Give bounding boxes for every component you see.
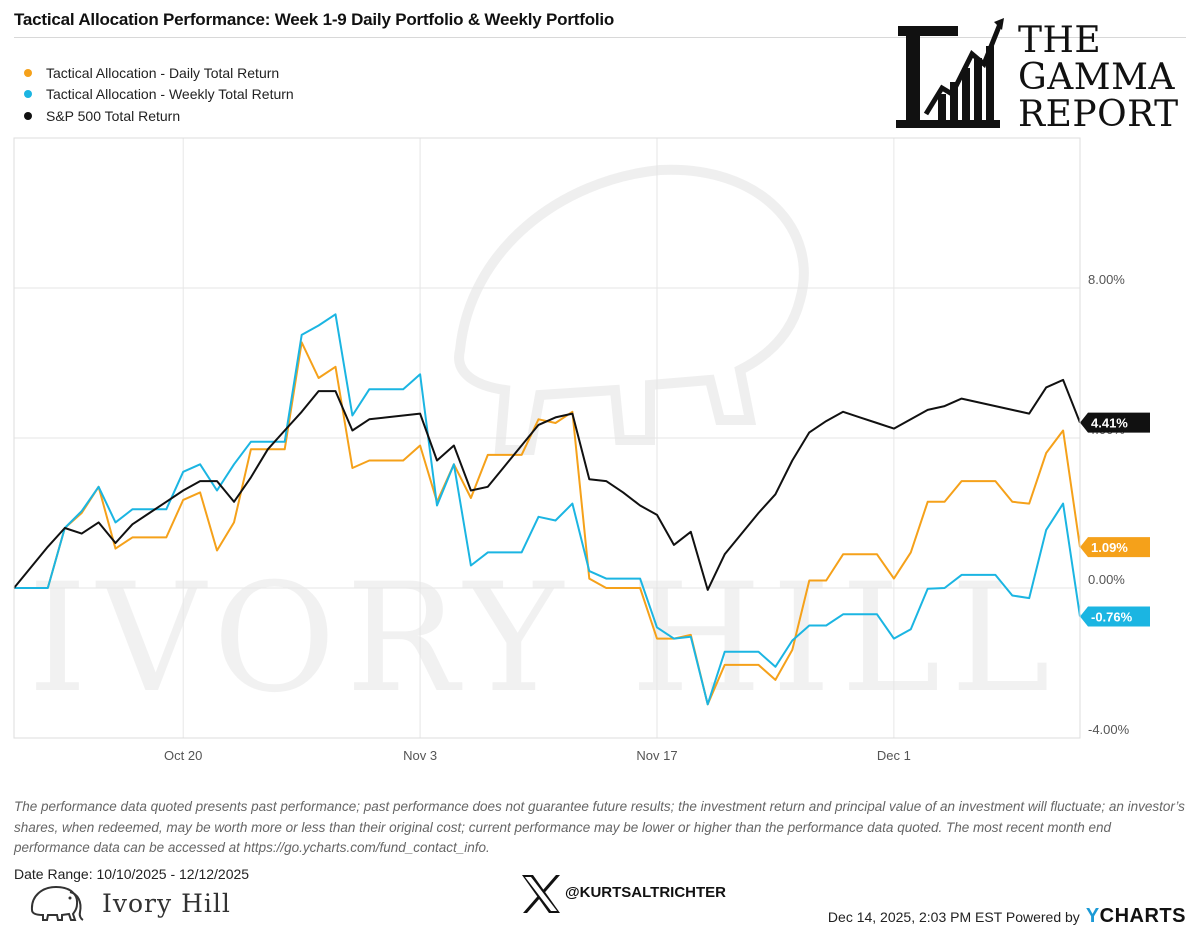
x-tick-label: Oct 20 [164, 748, 202, 763]
ycharts-logo-y: Y [1085, 905, 1100, 927]
end-label-text: 1.09% [1091, 540, 1128, 555]
chart-series [13, 313, 1081, 706]
x-axis-ticks: Oct 20 Nov 3 Nov 17 Dec 1 [164, 748, 911, 763]
y-tick-label: -4.00% [1088, 722, 1130, 737]
end-label-weekly: -0.76% [1080, 606, 1150, 627]
legend-item-daily[interactable]: Tactical Allocation - Daily Total Return [24, 62, 294, 84]
watermark-text: IVORY HILL [28, 552, 1060, 726]
end-label-daily: 1.09% [1080, 537, 1150, 558]
x-tick-label: Nov 17 [636, 748, 677, 763]
brand-line-1: THE [1018, 20, 1102, 61]
performance-chart: IVORY HILL Oct 20 Nov 3 Nov 17 Dec 1 8.00% 4… [13, 137, 1150, 763]
x-tick-label: Dec 1 [877, 748, 911, 763]
legend-dot-daily [24, 68, 32, 77]
date-range: Date Range: 10/10/2025 - 12/12/2025 [14, 866, 250, 882]
legend-label-daily: Tactical Allocation - Daily Total Return [46, 64, 280, 81]
legend-item-sp500[interactable]: S&P 500 Total Return [24, 105, 294, 127]
series-line-sp500[interactable] [13, 378, 1081, 591]
ycharts-logo[interactable]: YCHARTS [1086, 905, 1186, 928]
gamma-logo-mark [896, 18, 1004, 128]
y-tick-label: 8.00% [1088, 272, 1125, 287]
gamma-report-wordmark: THE GAMMA REPORT [1018, 22, 1179, 133]
legend-dot-sp500 [24, 111, 32, 120]
x-tick-label: Nov 3 [403, 748, 437, 763]
elephant-icon [30, 885, 84, 921]
series-line-weekly[interactable] [14, 313, 1081, 706]
end-value-labels: 1.09% -0.76% 4.41% [1080, 412, 1150, 627]
ivory-hill-wordmark: Ivory Hill [102, 889, 231, 918]
end-label-text: -0.76% [1091, 610, 1133, 625]
y-tick-label: 0.00% [1088, 572, 1125, 587]
x-logo-icon [522, 875, 560, 913]
y-axis-ticks: 8.00%4.00%0.00%-4.00% [1088, 272, 1130, 737]
brand-line-2: GAMMA [1018, 57, 1175, 98]
end-label-text: 4.41% [1091, 416, 1128, 431]
watermark-elephant [454, 164, 809, 455]
title-divider [14, 37, 1186, 38]
legend-dot-weekly [24, 90, 32, 99]
ycharts-logo-rest: CHARTS [1099, 905, 1186, 927]
plot-frame [13, 137, 1081, 739]
twitter-handle[interactable]: @KURTSALTRICHTER [565, 884, 727, 901]
brand-line-3: REPORT [1018, 94, 1179, 135]
ivory-hill-logo: Ivory Hill [26, 882, 256, 924]
timestamp: Dec 14, 2025, 2:03 PM EST Powered by [827, 908, 1080, 925]
legend-label-weekly: Tactical Allocation - Weekly Total Retur… [46, 86, 294, 103]
legend-item-weekly[interactable]: Tactical Allocation - Weekly Total Retur… [24, 84, 294, 106]
legend: Tactical Allocation - Daily Total Return… [24, 62, 294, 127]
gamma-report-logo: THE GAMMA REPORT [892, 18, 1182, 136]
chart-title: Tactical Allocation Performance: Week 1-… [14, 10, 615, 29]
chart-watermark: IVORY HILL [28, 164, 1060, 726]
end-label-sp500: 4.41% [1080, 412, 1150, 433]
legend-label-sp500: S&P 500 Total Return [46, 107, 181, 124]
performance-disclaimer: The performance data quoted presents pas… [14, 799, 1185, 855]
footer-attribution: Dec 14, 2025, 2:03 PM EST Powered by YCH… [828, 905, 1186, 928]
